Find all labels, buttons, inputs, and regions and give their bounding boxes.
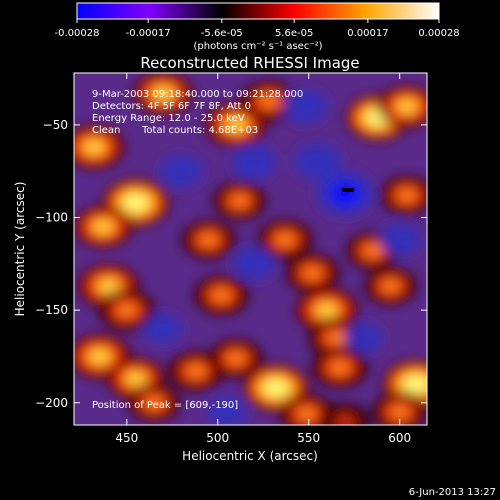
y-tick-label: −100 (35, 211, 68, 225)
heatmap-source-peak (362, 244, 382, 258)
heatmap-negative-region (143, 313, 183, 344)
heatmap-negative-region (282, 89, 328, 124)
heatmap-source-peak (97, 278, 120, 294)
x-tick-label: 550 (297, 431, 320, 445)
x-axis-label: Heliocentric X (arcsec) (182, 449, 318, 463)
annotation-total-counts: Total counts: 4.68E+03 (141, 125, 258, 136)
heatmap-source-peak (329, 360, 350, 375)
heatmap-negative-region (160, 155, 203, 188)
colorbar-tick-label: 0.00017 (347, 28, 388, 39)
axis-ticks: 450 500 550 600 −50 −100 −150 −200 (35, 73, 427, 445)
heatmap-source-peak (302, 266, 323, 280)
heatmap-source-peak (211, 288, 232, 303)
colorbar-ramp (76, 2, 440, 20)
heatmap-source-peak (185, 364, 206, 379)
heatmap-negative-region (231, 144, 277, 180)
colorbar-tick-label: 0.00028 (418, 28, 459, 39)
plot-frame (73, 72, 428, 426)
heatmap-source-peak (326, 330, 347, 345)
colorbar-tick-label: -0.00028 (55, 28, 100, 39)
heatmap-source-peak (258, 93, 279, 108)
heatmap-source-peak (198, 232, 219, 247)
heatmap-sources (74, 73, 427, 425)
heatmap-source-peak (116, 302, 138, 318)
colorbar: -0.00028 -0.00017 -5.6e-05 5.6e-05 0.00017 0.… (55, 2, 460, 52)
colorbar-unit-label: (photons cm⁻² s⁻¹ asec⁻²) (193, 41, 322, 52)
heatmap-source-peak (389, 405, 410, 420)
y-tick-label: −50 (43, 118, 68, 132)
heatmap-source-peak (224, 117, 247, 133)
heatmap-source-peak (125, 371, 147, 387)
x-tick-label: 450 (115, 431, 138, 445)
colorbar-tick-label: -0.00017 (126, 28, 171, 39)
heatmap-source-peak (83, 139, 106, 155)
heatmap-image (74, 73, 427, 425)
colorbar-ticks: -0.00028 -0.00017 -5.6e-05 5.6e-05 0.00017 0.… (55, 19, 460, 39)
heatmap-negative-region (344, 323, 383, 353)
heatmap-source-peak (315, 302, 339, 319)
annotations: 9-Mar-2003 09:18:40.000 to 09:21:28.000 … (92, 89, 303, 411)
heatmap-source-peak (275, 232, 296, 247)
colorbar-tick-label: -5.6e-05 (201, 28, 243, 39)
y-tick-label: −200 (35, 396, 68, 410)
y-tick-label: −150 (35, 303, 68, 317)
heatmap-negative-core (329, 181, 361, 206)
heatmap-source-peak (88, 348, 111, 365)
y-axis-label: Heliocentric Y (arcsec) (13, 182, 27, 317)
heatmap-source-peak (92, 219, 114, 235)
chart-title: Reconstructed RHESSI Image (140, 54, 359, 72)
heatmap-source-peak (226, 351, 246, 366)
heatmap-negative-region (293, 143, 342, 181)
annotation-energy-range: Energy Range: 12.0 - 25.0 keV (92, 113, 245, 124)
heatmap-source-peak (404, 375, 427, 393)
annotation-peak-position: Position of Peak = [609,-190] (92, 400, 238, 411)
colorbar-tick-label: 5.6e-05 (275, 28, 313, 39)
heatmap-source-peak (296, 406, 317, 421)
x-tick-label: 500 (206, 431, 229, 445)
heatmap-source-peak (396, 98, 418, 114)
heatmap-source-peak (397, 188, 417, 203)
heatmap-source-peak (336, 414, 355, 425)
heatmap-source-peak (230, 194, 250, 208)
x-tick-label: 600 (388, 431, 411, 445)
annotation-detectors: Detectors: 4F 5F 6F 7F 8F, Att 0 (92, 101, 251, 112)
heatmap-source-peak (381, 279, 401, 293)
annotation-time-range: 9-Mar-2003 09:18:40.000 to 09:21:28.000 (92, 89, 303, 100)
heatmap-source-peak (152, 85, 174, 101)
heatmap-negative-region (207, 397, 247, 425)
peak-negative-marker (342, 188, 354, 192)
heatmap-negative-region (378, 223, 421, 256)
annotation-clean: Clean (92, 125, 120, 136)
heatmap-source-peak (144, 396, 164, 410)
heatmap-source-peak (123, 194, 148, 212)
heatmap-source-peak (264, 379, 288, 397)
footer-timestamp: 6-Jun-2013 13:27 (409, 487, 496, 498)
heatmap-negative-region (233, 247, 275, 280)
